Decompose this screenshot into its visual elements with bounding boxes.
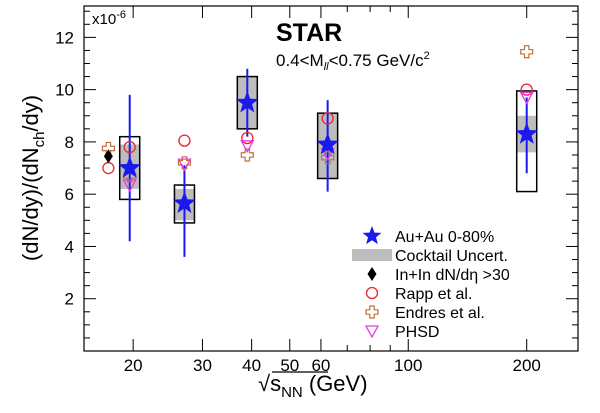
y-tick-label: 12 [55, 28, 74, 47]
rapp-marker [123, 140, 136, 154]
y-tick-label: 10 [55, 81, 74, 100]
legend: Au+Au 0-80% Cocktail Uncert. In+In dN/dη >… [352, 226, 510, 341]
auau-marker [515, 122, 539, 144]
chart-subtitle: 0.4<Mll<0.75 GeV/c2 [276, 50, 430, 73]
y-tick-label: 4 [65, 237, 74, 256]
legend-auau-symbol [362, 226, 382, 245]
legend-cocktail-symbol [352, 249, 392, 261]
endres-marker [520, 45, 534, 59]
phsd-marker [177, 158, 192, 172]
legend-inin-symbol [367, 267, 377, 281]
x-tick-label: 60 [311, 356, 330, 375]
legend-label: Rapp et al. [395, 286, 472, 303]
x-tick-label: 40 [242, 356, 261, 375]
inin-marker [103, 149, 113, 164]
x-tick-label: 200 [513, 356, 541, 375]
y-tick-label: 2 [65, 290, 74, 309]
legend-phsd-symbol [364, 325, 380, 339]
y-tick-label: 6 [65, 185, 74, 204]
auau-marker [173, 191, 196, 213]
rapp-marker [241, 131, 254, 145]
legend-rapp-symbol [365, 286, 379, 300]
x-tick-label: 30 [193, 356, 212, 375]
y-axis-label: (dN/dy)/(dNch/dy) [18, 95, 48, 261]
rapp-marker [321, 112, 334, 125]
chart-title: STAR [276, 19, 342, 47]
phsd-marker [122, 179, 137, 193]
data-markers [101, 45, 539, 213]
x-tick-label: 50 [280, 356, 299, 375]
auau-marker [118, 156, 142, 178]
endres-marker [177, 156, 192, 170]
y-multiplier: x10-6 [92, 9, 126, 28]
plot-frame [83, 5, 579, 352]
legend-label: Endres et al. [395, 305, 485, 322]
x-axis-label: √sNN (GeV) [258, 371, 368, 401]
axis-ticks [84, 6, 578, 351]
auau-marker [235, 90, 259, 113]
tick-labels: 2 4 6 8 10 12 20 30 40 50 60 100 200 [55, 28, 541, 375]
legend-label: Au+Au 0-80% [395, 229, 494, 246]
endres-marker [240, 148, 254, 162]
legend-label: PHSD [395, 324, 439, 341]
x-tick-label: 100 [394, 356, 422, 375]
legend-label: In+In dN/dη >30 [395, 267, 510, 284]
phsd-marker [240, 140, 255, 154]
rapp-marker [102, 161, 115, 175]
rapp-marker [520, 83, 533, 96]
legend-endres-symbol [365, 305, 379, 319]
systematic-box [515, 90, 538, 193]
y-tick-label: 8 [65, 133, 74, 152]
auau-marker [316, 132, 340, 155]
x-tick-label: 20 [124, 356, 143, 375]
legend-label: Cocktail Uncert. [395, 248, 508, 265]
rapp-marker [178, 134, 191, 147]
phsd-marker [519, 91, 534, 105]
